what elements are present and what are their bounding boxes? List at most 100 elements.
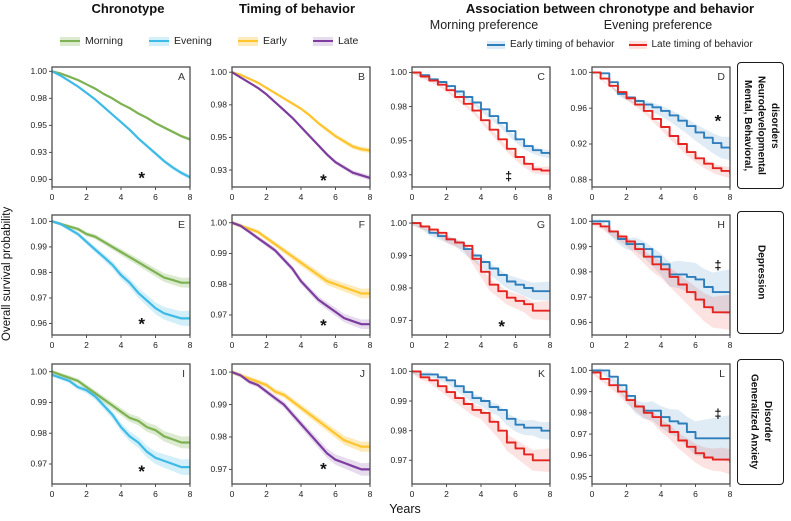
confidence-band-evening (52, 372, 190, 476)
y-tick-label: 0.97 (390, 455, 407, 465)
x-tick-label: 4 (659, 340, 664, 350)
legend-label: Late (337, 35, 359, 47)
x-tick-label: 4 (479, 192, 484, 202)
y-tick-label: 0.97 (30, 459, 47, 469)
series-line-early_timing (592, 369, 730, 440)
y-tick-label: 0.98 (210, 279, 227, 289)
y-tick-label: 1.00 (570, 216, 587, 226)
panel-letter-L: L (719, 368, 725, 380)
y-tick-label: 0.98 (390, 101, 407, 111)
y-tick-label: 0.99 (570, 386, 587, 396)
x-tick-label: 2 (624, 489, 629, 499)
y-tick-label: 0.90 (30, 174, 47, 184)
x-tick-label: 8 (188, 489, 193, 499)
series-line-late_timing (412, 222, 550, 312)
x-tick-label: 8 (728, 192, 733, 202)
x-tick-label: 2 (444, 192, 449, 202)
legend-swatch-morning (60, 36, 80, 46)
x-tick-label: 4 (479, 489, 484, 499)
series-line-late_timing (412, 370, 550, 462)
y-tick-label: 0.99 (30, 242, 47, 252)
x-tick-label: 4 (119, 340, 124, 350)
series-line-morning (52, 370, 190, 444)
x-tick-label: 4 (659, 489, 664, 499)
confidence-band-late_timing (592, 222, 730, 330)
x-tick-label: 6 (333, 192, 338, 202)
series-line-evening (52, 373, 190, 469)
legend-item-evening: Evening (148, 35, 212, 47)
legend-swatch-late (312, 36, 333, 46)
x-tick-label: 0 (590, 489, 595, 499)
y-tick-label: 0.93 (30, 147, 47, 157)
y-tick-label: 1.00 (390, 366, 407, 376)
x-tick-label: 8 (188, 340, 193, 350)
y-tick-label: 0.92 (570, 139, 587, 149)
legend-label: Evening (173, 35, 212, 47)
y-tick-label: 1.00 (30, 366, 47, 376)
x-tick-label: 0 (410, 340, 415, 350)
x-tick-label: 0 (410, 489, 415, 499)
series-line-evening (52, 70, 190, 179)
y-tick-label: 0.95 (570, 471, 587, 481)
x-tick-label: 2 (444, 489, 449, 499)
series-line-late_timing (592, 371, 730, 463)
panel-I: 1.00 0.99 0.98 0.97 0 2 4 6 8 I * (30, 363, 193, 499)
y-tick-label: 0.99 (390, 250, 407, 260)
subheader-evening-preference: Evening preference (603, 18, 713, 32)
series-line-late (232, 221, 370, 326)
series-line-late_timing (412, 71, 550, 172)
x-tick-label: 4 (119, 192, 124, 202)
y-tick-label: 0.97 (210, 464, 227, 474)
x-tick-label: 0 (230, 192, 235, 202)
x-tick-label: 0 (50, 489, 55, 499)
x-tick-label: 2 (84, 192, 89, 202)
x-tick-label: 4 (659, 192, 664, 202)
row-label-depression: Depression (737, 211, 784, 334)
confidence-band-evening (52, 70, 190, 180)
y-tick-label: 0.99 (30, 397, 47, 407)
panel-letter-J: J (360, 368, 365, 380)
panel-A: 1.00 0.98 0.95 0.93 0.900 2 4 6 8 A * (30, 66, 192, 202)
y-tick-label: 1.00 (30, 66, 47, 76)
y-tick-label: 0.98 (390, 425, 407, 435)
legend-timing: Early Late (238, 35, 358, 47)
legend-item-early-timing-of-behavior: Early timing of behavior (487, 39, 615, 50)
panel-J: 1.00 0.99 0.98 0.97 0 2 4 6 8 J * (210, 363, 373, 499)
legend-swatch-early (238, 36, 258, 46)
x-tick-label: 4 (299, 340, 304, 350)
x-axis-label: Years (389, 502, 421, 516)
y-tick-label: 0.96 (570, 103, 587, 113)
header-chronotype: Chronotype (91, 1, 165, 16)
panel-letter-B: B (358, 71, 365, 83)
x-tick-label: 2 (264, 192, 269, 202)
x-tick-label: 6 (153, 340, 158, 350)
confidence-band-late (232, 220, 370, 330)
y-tick-label: 0.96 (30, 318, 47, 328)
x-tick-label: 4 (479, 340, 484, 350)
panel-K: 1.00 0.99 0.98 0.97 0 2 4 6 8 K (390, 363, 553, 499)
row-label-generalized-anxiety: Generalized Anxiety Disorder (737, 359, 784, 485)
x-tick-label: 8 (548, 340, 553, 350)
x-tick-label: 8 (368, 192, 373, 202)
series-line-evening (52, 220, 190, 320)
x-tick-label: 8 (548, 192, 553, 202)
x-tick-label: 0 (590, 192, 595, 202)
significance-symbol: ‡ (714, 258, 721, 272)
x-tick-label: 0 (50, 340, 55, 350)
y-tick-label: 0.96 (570, 317, 587, 327)
x-tick-label: 6 (513, 340, 518, 350)
x-tick-label: 2 (624, 192, 629, 202)
significance-symbol: ‡ (714, 407, 721, 421)
panel-border (51, 66, 191, 188)
x-tick-label: 6 (333, 489, 338, 499)
significance-symbol: * (138, 462, 145, 481)
x-tick-label: 8 (728, 340, 733, 350)
panels-grid: 1.00 0.98 0.95 0.93 0.90 0 2 4 6 8 A * 1.00 0.98 0.95 0… (26, 60, 746, 507)
x-tick-label: 6 (693, 489, 698, 499)
header-association: Association between chronotype and behav… (465, 1, 755, 16)
y-tick-label: 0.97 (30, 293, 47, 303)
panel-letter-E: E (178, 219, 185, 231)
panel-C: 1.00 0.98 0.95 0.93 0 2 4 6 8 C ‡ (390, 66, 553, 202)
x-tick-label: 6 (693, 340, 698, 350)
panel-letter-H: H (717, 219, 725, 231)
